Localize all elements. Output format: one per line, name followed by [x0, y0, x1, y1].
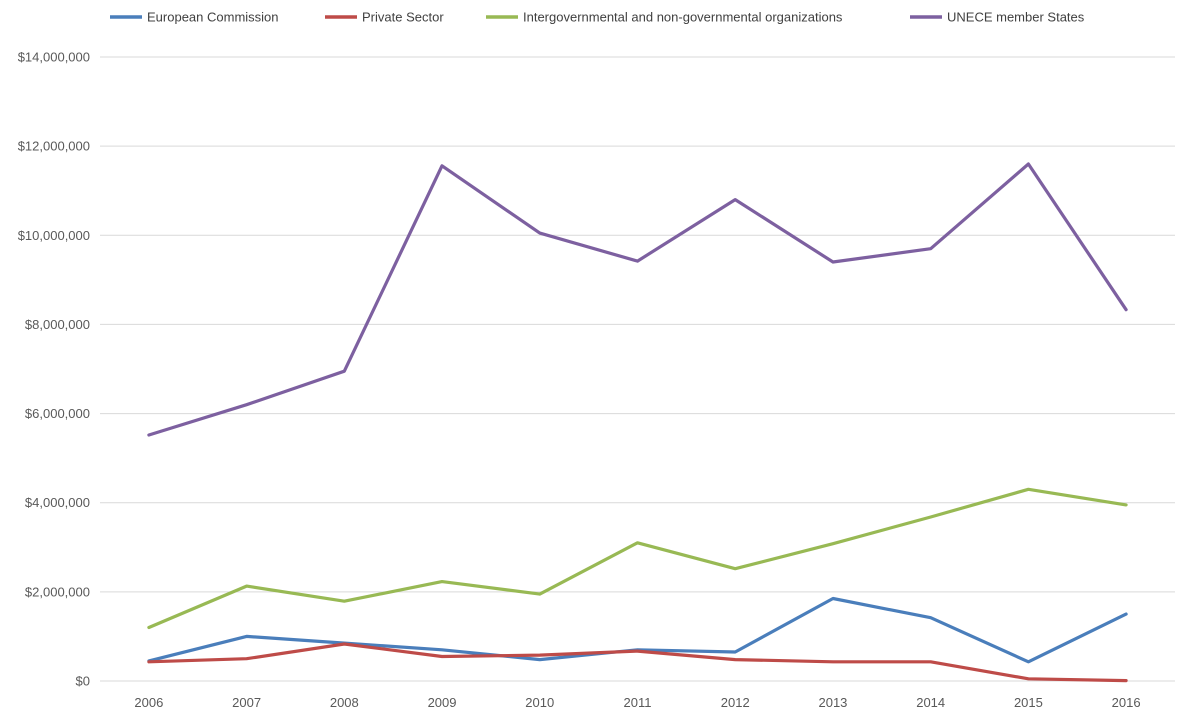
data-point: [929, 660, 932, 663]
legend-label: Intergovernmental and non-governmental o…: [523, 10, 843, 25]
x-tick-label: 2014: [916, 695, 945, 710]
legend-label: European Commission: [147, 10, 279, 25]
data-point: [636, 541, 639, 544]
data-point: [929, 515, 932, 518]
data-point: [734, 658, 737, 661]
data-point: [1027, 488, 1030, 491]
data-point: [636, 260, 639, 263]
data-point: [1125, 308, 1128, 311]
y-tick-label: $10,000,000: [18, 228, 90, 243]
series-group: [147, 162, 1128, 683]
data-point: [734, 198, 737, 201]
legend-label: UNECE member States: [947, 10, 1085, 25]
data-point: [147, 626, 150, 629]
data-point: [147, 433, 150, 436]
x-tick-label: 2008: [330, 695, 359, 710]
data-point: [734, 651, 737, 654]
data-point: [831, 542, 834, 545]
x-tick-label: 2016: [1112, 695, 1141, 710]
x-tick-label: 2011: [624, 695, 652, 710]
data-point: [1125, 613, 1128, 616]
data-point: [831, 660, 834, 663]
x-axis: 2006 2007 2008 2009 2010 2011 2012 2013 2014 2015…: [134, 695, 1140, 710]
x-tick-label: 2012: [721, 695, 750, 710]
x-tick-label: 2013: [818, 695, 847, 710]
data-point: [929, 247, 932, 250]
x-tick-label: 2010: [525, 695, 554, 710]
data-point: [1027, 660, 1030, 663]
data-point: [538, 593, 541, 596]
data-point: [538, 232, 541, 235]
data-point: [343, 370, 346, 373]
series-line-2: [147, 487, 1128, 630]
y-tick-label: $2,000,000: [25, 584, 90, 599]
x-tick-label: 2009: [428, 695, 457, 710]
legend: European Commission Private Sector Intergo…: [110, 10, 1085, 25]
data-point: [245, 635, 248, 638]
data-point: [343, 600, 346, 603]
y-tick-label: $0: [76, 674, 90, 689]
y-axis: $0 $2,000,000 $4,000,000 $6,000,000 $8,000,0…: [18, 50, 90, 689]
data-point: [245, 585, 248, 588]
series-line-1: [147, 642, 1128, 683]
y-tick-label: $12,000,000: [18, 139, 90, 154]
y-tick-label: $14,000,000: [18, 50, 90, 65]
data-point: [245, 657, 248, 660]
data-point: [343, 643, 346, 646]
data-point: [441, 580, 444, 583]
data-point: [147, 660, 150, 663]
data-point: [441, 164, 444, 167]
legend-label: Private Sector: [362, 10, 444, 25]
data-point: [441, 655, 444, 658]
data-point: [831, 597, 834, 600]
y-tick-label: $8,000,000: [25, 317, 90, 332]
data-point: [538, 654, 541, 657]
data-point: [929, 616, 932, 619]
series-line-3: [147, 162, 1128, 437]
x-tick-label: 2015: [1014, 695, 1043, 710]
x-tick-label: 2006: [134, 695, 163, 710]
data-point: [245, 403, 248, 406]
x-tick-label: 2007: [232, 695, 261, 710]
data-point: [538, 658, 541, 661]
data-point: [1027, 677, 1030, 680]
y-tick-label: $4,000,000: [25, 495, 90, 510]
data-point: [734, 567, 737, 570]
data-point: [636, 650, 639, 653]
data-point: [831, 261, 834, 264]
data-point: [1125, 679, 1128, 682]
data-point: [441, 648, 444, 651]
y-tick-label: $6,000,000: [25, 406, 90, 421]
data-point: [1125, 503, 1128, 506]
data-point: [1027, 162, 1030, 165]
